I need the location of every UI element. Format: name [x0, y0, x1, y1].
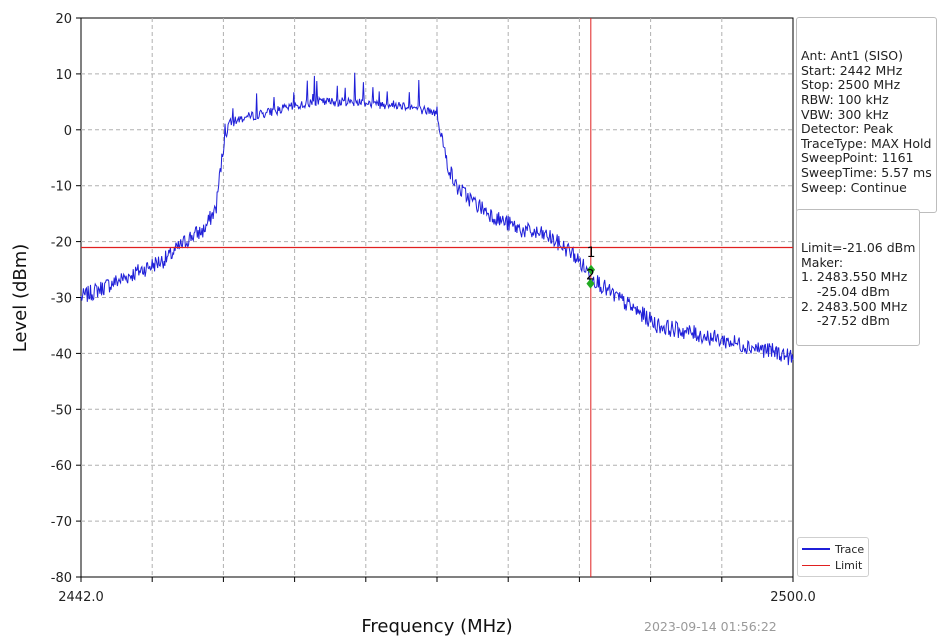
settings-line: Detector: Peak	[801, 121, 894, 137]
x-axis-title: Frequency (MHz)	[361, 616, 512, 637]
settings-line: Ant: Ant1 (SISO)	[801, 48, 904, 64]
x-axis: 2442.0 2500.0	[58, 577, 816, 605]
settings-line: RBW: 100 kHz	[801, 91, 889, 107]
overlay-layer: 12	[81, 18, 793, 577]
y-tick-label: -60	[51, 459, 72, 474]
y-tick-label: -20	[51, 236, 72, 251]
settings-line: SweepPoint: 1161	[801, 150, 914, 166]
limit-marker-panel: Limit=-21.06 dBm Maker: 1. 2483.550 MHz -2…	[796, 209, 921, 347]
settings-line: Sweep: Continue	[801, 179, 907, 195]
legend-item-trace: Trace	[802, 541, 864, 557]
y-axis: 20 10 0 -10 -20 -30 -40 -50 -60 -70 -80	[51, 12, 81, 586]
limit-marker-line: -27.52 dBm	[801, 313, 890, 329]
y-tick-label: -70	[51, 515, 72, 530]
x-tick-label: 2442.0	[58, 590, 104, 605]
y-tick-label: -50	[51, 403, 72, 418]
y-tick-label: -80	[51, 571, 72, 586]
marker-point	[587, 264, 596, 275]
marker-point	[586, 278, 595, 289]
marker-label: 1	[587, 245, 596, 261]
limit-marker-list: Limit=-21.06 dBm Maker: 1. 2483.550 MHz -2…	[801, 241, 915, 329]
timestamp: 2023-09-14 01:56:22	[644, 619, 777, 634]
limit-marker-line: 2. 2483.500 MHz	[801, 298, 908, 314]
settings-line: VBW: 300 kHz	[801, 106, 889, 122]
x-tick-label: 2500.0	[770, 590, 816, 605]
grid	[81, 18, 793, 577]
trace-swatch	[802, 548, 830, 550]
legend: Trace Limit	[797, 537, 870, 577]
limit-marker-line: -25.04 dBm	[801, 283, 890, 299]
settings-line: TraceType: MAX Hold	[801, 135, 932, 151]
y-axis-title: Level (dBm)	[10, 244, 31, 353]
settings-panel: Ant: Ant1 (SISO) Start: 2442 MHz Stop: 250…	[796, 17, 937, 213]
y-tick-label: -30	[51, 292, 72, 307]
y-tick-label: -40	[51, 347, 72, 362]
legend-label-limit: Limit	[835, 558, 863, 572]
y-tick-label: 20	[55, 12, 72, 27]
settings-list: Ant: Ant1 (SISO) Start: 2442 MHz Stop: 250…	[801, 49, 932, 195]
limit-marker-line: 1. 2483.550 MHz	[801, 269, 908, 285]
limit-marker-line: Limit=-21.06 dBm	[801, 240, 916, 256]
y-tick-label: 10	[55, 68, 72, 83]
y-tick-label: -10	[51, 180, 72, 195]
legend-label-trace: Trace	[835, 542, 865, 556]
trace-series-line	[80, 72, 794, 366]
limit-swatch	[802, 564, 830, 566]
marker-label: 2	[586, 268, 595, 284]
limit-marker-line: Maker:	[801, 254, 844, 270]
legend-item-limit: Limit	[802, 557, 864, 573]
settings-line: Start: 2442 MHz	[801, 62, 903, 78]
settings-line: Stop: 2500 MHz	[801, 77, 901, 93]
settings-line: SweepTime: 5.57 ms	[801, 164, 932, 180]
series-layer	[80, 72, 794, 366]
y-tick-label: 0	[64, 124, 72, 139]
